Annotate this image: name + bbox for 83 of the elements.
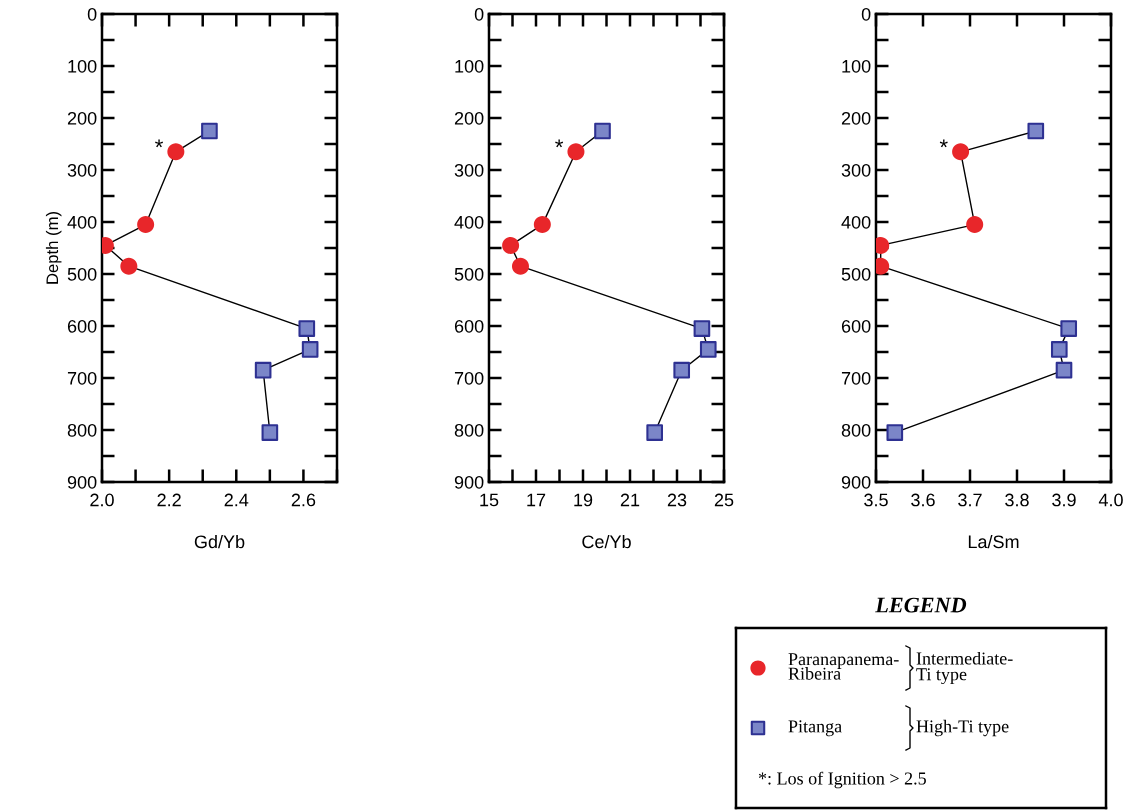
y-tick-label: 900: [454, 475, 484, 489]
y-tick-label: 200: [454, 111, 484, 125]
text: High-Ti type: [916, 719, 1009, 737]
y-tick-label: 100: [68, 59, 97, 73]
y-tick-label: 600: [841, 319, 871, 333]
y-tick-label: 300: [67, 163, 97, 177]
y-tick-label: 500: [841, 267, 871, 281]
y-tick-label: 800: [454, 423, 484, 437]
point: [567, 143, 585, 161]
point: [301, 341, 319, 358]
annotation: *: [555, 139, 564, 148]
y-tick-label: 900: [841, 475, 871, 489]
point: [1050, 341, 1068, 358]
y-tick-label: 700: [841, 371, 871, 385]
x-axis-title: Gd/Yb: [194, 534, 245, 549]
y-tick-label: 400: [841, 215, 871, 229]
point: [646, 424, 663, 441]
x-axis-title: La/Sm: [968, 534, 1019, 549]
y-tick-label: 500: [454, 267, 484, 281]
x-tick-label: 4.0: [1098, 493, 1123, 507]
x-tick-label: 3.8: [1005, 493, 1029, 507]
point: [533, 216, 551, 234]
point: [1027, 122, 1045, 140]
point: [201, 122, 218, 140]
point: [966, 216, 984, 234]
legend-title: LEGEND: [875, 597, 967, 613]
point: [699, 341, 717, 358]
x-tick-label: 3.5: [864, 493, 888, 507]
y-tick-label: 300: [841, 163, 871, 177]
y-tick-label: 700: [67, 371, 97, 385]
y-tick-label: 300: [454, 163, 484, 177]
y-tick-label: 200: [67, 111, 97, 125]
text: Intermediate- Ti type: [916, 651, 1013, 685]
point: [298, 320, 316, 337]
legend-label: Pitanga: [788, 720, 842, 737]
x-tick-label: 23: [667, 493, 687, 507]
x-tick-label: 17: [527, 493, 546, 507]
y-tick-label: 400: [67, 215, 97, 229]
x-tick-label: 2.4: [224, 493, 249, 507]
x-tick-label: 21: [620, 493, 640, 507]
point: [167, 143, 185, 161]
y-tick-label: 900: [67, 475, 97, 489]
text: *: Los of Ignition > 2.5: [758, 771, 926, 789]
point: [254, 361, 272, 379]
y-tick-label: 700: [454, 371, 484, 385]
x-tick-label: 19: [574, 493, 593, 507]
annotation: *: [155, 139, 164, 148]
y-tick-label: 600: [67, 319, 97, 333]
x-tick-label: 3.6: [911, 493, 935, 507]
y-tick-label: 0: [474, 7, 484, 21]
point: [594, 122, 611, 140]
x-axis-title: Ce/Yb: [582, 534, 631, 549]
y-tick-label: 100: [842, 59, 871, 73]
y-tick-label: 600: [454, 319, 484, 333]
y-axis-title: Depth (m): [45, 211, 62, 284]
y-tick-label: 800: [841, 423, 871, 437]
point: [1055, 361, 1073, 379]
y-tick-label: 500: [67, 267, 97, 281]
x-tick-label: 2.6: [291, 493, 316, 507]
point: [511, 257, 529, 275]
point: [1060, 320, 1078, 337]
y-tick-label: 800: [67, 423, 97, 437]
point: [673, 361, 691, 379]
y-tick-label: 0: [861, 7, 871, 21]
point: [137, 216, 155, 234]
y-tick-label: 200: [841, 111, 871, 125]
x-tick-label: 15: [480, 493, 499, 507]
point: [261, 424, 279, 441]
point: [886, 424, 904, 441]
y-tick-label: 0: [87, 7, 97, 21]
point: [120, 257, 138, 275]
x-tick-label: 2.2: [157, 493, 181, 507]
point: [952, 143, 970, 161]
x-tick-label: 25: [714, 493, 734, 507]
point: [502, 236, 520, 254]
y-tick-label: 400: [454, 215, 484, 229]
y-tick-label: 100: [455, 59, 484, 73]
annotation: *: [939, 139, 948, 148]
x-tick-label: 3.9: [1052, 493, 1076, 507]
legend-label: Paranapanema- Ribeira: [788, 653, 899, 680]
point: [693, 320, 711, 337]
x-tick-label: 2.0: [90, 493, 114, 507]
x-tick-label: 3.7: [958, 493, 982, 507]
